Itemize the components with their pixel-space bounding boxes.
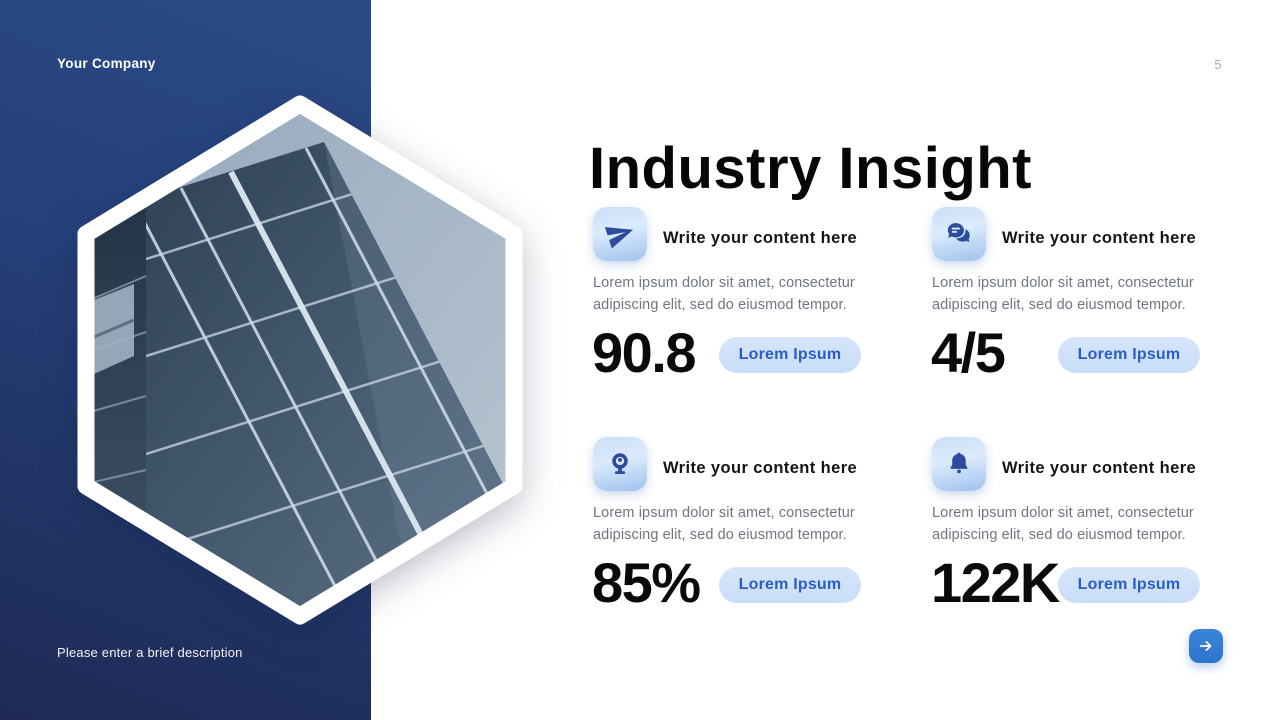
card-heading: Write your content here (1002, 229, 1197, 247)
content-card: Write your content here Lorem ipsum dolo… (592, 435, 892, 620)
card-heading: Write your content here (663, 459, 858, 477)
stat-value: 122K (931, 551, 1060, 614)
bell-icon (932, 437, 986, 491)
card-body-text: Lorem ipsum dolor sit amet, consectetur … (932, 275, 1194, 313)
stat-value: 85% (592, 551, 701, 614)
stat-value: 90.8 (592, 321, 697, 384)
card-heading: Write your content here (663, 229, 858, 247)
webcam-icon (593, 437, 647, 491)
next-slide-button[interactable] (1189, 629, 1223, 663)
page-number: 5 (1214, 57, 1222, 72)
content-card: Write your content here Lorem ipsum dolo… (931, 435, 1231, 620)
content-card: Write your content here Lorem ipsum dolo… (592, 205, 892, 390)
content-card: Write your content here Lorem ipsum dolo… (931, 205, 1231, 390)
card-body-text: Lorem ipsum dolor sit amet, consectetur … (593, 275, 855, 313)
slide-title: Industry Insight (589, 135, 1032, 201)
paper-plane-icon (593, 207, 647, 261)
card-body-text: Lorem ipsum dolor sit amet, consectetur … (593, 505, 855, 543)
slide-description: Please enter a brief description (57, 645, 243, 660)
tag-pill-button[interactable]: Lorem Ipsum (1058, 337, 1200, 373)
tag-pill-button[interactable]: Lorem Ipsum (1058, 567, 1200, 603)
tag-pill-button[interactable]: Lorem Ipsum (719, 567, 861, 603)
tag-pill-button[interactable]: Lorem Ipsum (719, 337, 861, 373)
arrow-right-icon (1197, 637, 1215, 655)
company-name: Your Company (57, 56, 156, 71)
card-body-text: Lorem ipsum dolor sit amet, consectetur … (932, 505, 1194, 543)
card-heading: Write your content here (1002, 459, 1197, 477)
hexagon-building-image (76, 94, 524, 626)
stat-value: 4/5 (931, 321, 1006, 384)
chat-bubbles-icon (932, 207, 986, 261)
